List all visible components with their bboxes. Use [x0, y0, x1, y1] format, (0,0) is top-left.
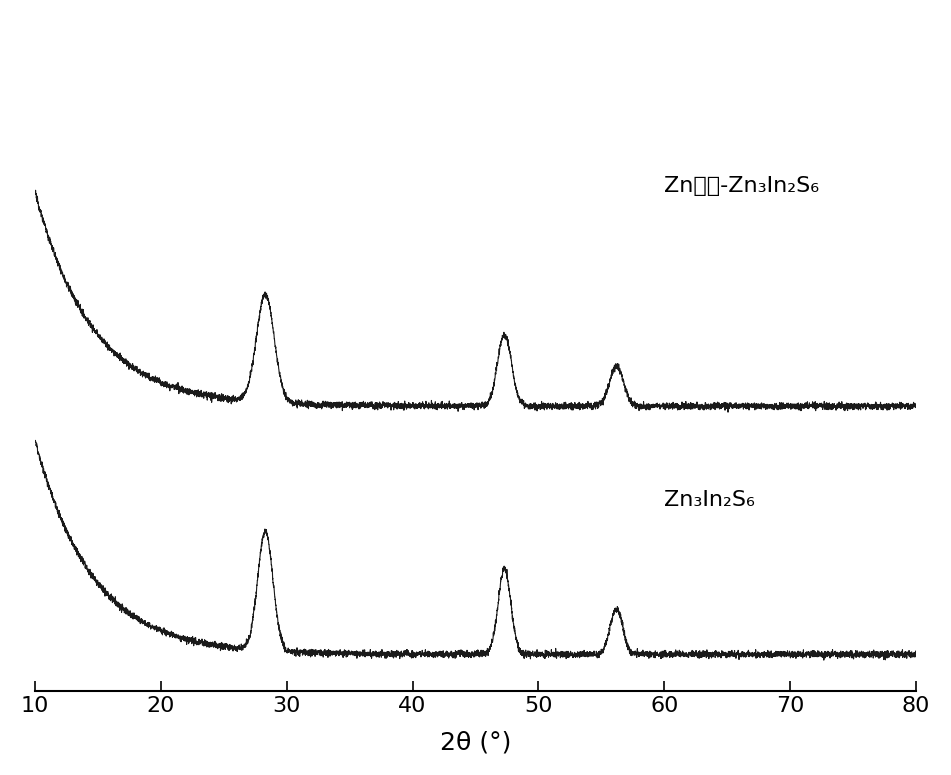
X-axis label: 2θ (°): 2θ (°)	[439, 730, 512, 754]
Text: Zn₃In₂S₆: Zn₃In₂S₆	[665, 491, 755, 510]
Text: Zn缺陷-Zn₃In₂S₆: Zn缺陷-Zn₃In₂S₆	[665, 177, 820, 196]
